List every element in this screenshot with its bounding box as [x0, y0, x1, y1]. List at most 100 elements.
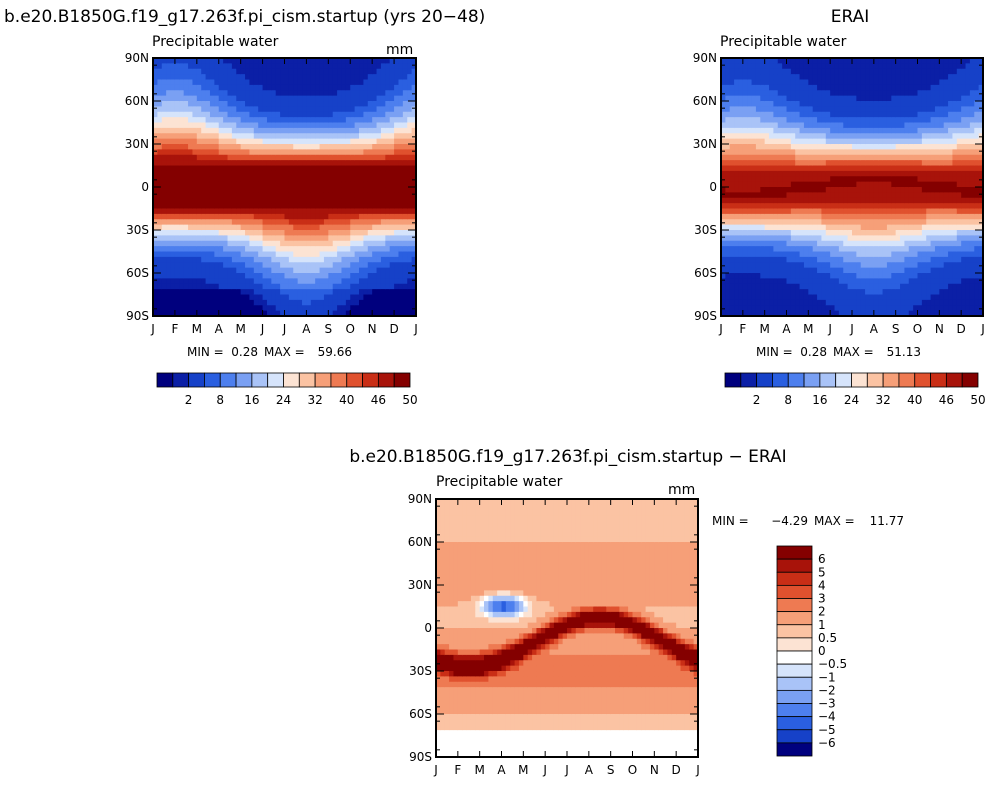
model-cell: [350, 176, 355, 182]
model-cell: [298, 219, 303, 225]
model-cell: [363, 117, 368, 123]
erai-cell: [869, 230, 874, 236]
model-cell: [363, 144, 368, 150]
model-cell: [258, 252, 263, 258]
model-cell: [271, 241, 276, 247]
erai-cell: [778, 96, 783, 102]
model-cell: [385, 69, 390, 75]
model-cell: [333, 300, 338, 306]
model-cell: [355, 235, 360, 241]
erai-cell: [861, 225, 866, 231]
erai-cell: [730, 214, 735, 220]
erai-cell: [826, 139, 831, 145]
panel1-subtitle: Precipitable water: [152, 34, 279, 50]
model-cell: [206, 214, 211, 220]
model-cell: [219, 225, 224, 231]
model-cell: [179, 139, 184, 145]
model-cell: [407, 219, 412, 225]
model-cell: [403, 203, 408, 209]
model-cell: [320, 192, 325, 198]
model-cell: [381, 74, 386, 80]
model-cell: [276, 133, 281, 139]
model-cell: [333, 112, 338, 118]
model-cell: [249, 198, 254, 204]
model-cell: [188, 209, 193, 215]
model-cell: [394, 96, 399, 102]
model-cell: [285, 182, 290, 188]
erai-cell: [887, 112, 892, 118]
model-cell: [328, 171, 333, 177]
erai-cell: [791, 230, 796, 236]
model-cell: [346, 123, 351, 129]
erai-cell: [826, 106, 831, 112]
model-cell: [285, 155, 290, 161]
model-cell: [267, 300, 272, 306]
erai-cell: [900, 219, 905, 225]
erai-cell: [839, 289, 844, 295]
erai-cell: [830, 305, 835, 311]
model-cell: [184, 230, 189, 236]
model-cell: [241, 273, 246, 279]
model-cell: [280, 192, 285, 198]
erai-cell: [769, 300, 774, 306]
model-cell: [346, 176, 351, 182]
model-cell: [157, 198, 162, 204]
model-cell: [157, 112, 162, 118]
model-cell: [175, 85, 180, 91]
erai-cell: [835, 262, 840, 268]
erai-cell: [856, 246, 861, 252]
model-cell: [206, 160, 211, 166]
erai-cell: [852, 187, 857, 193]
erai-cell: [813, 278, 818, 284]
erai-cell: [874, 209, 879, 215]
model-cell: [171, 198, 176, 204]
model-cell: [157, 295, 162, 301]
model-cell: [280, 101, 285, 107]
model-cell: [289, 155, 294, 161]
model-cell: [341, 63, 346, 69]
model-cell: [188, 187, 193, 193]
model-cell: [363, 128, 368, 134]
erai-cell: [869, 246, 874, 252]
erai-cell: [743, 198, 748, 204]
model-cell: [293, 144, 298, 150]
erai-cell: [778, 305, 783, 311]
model-cell: [328, 241, 333, 247]
model-cell: [263, 187, 268, 193]
model-cell: [302, 74, 307, 80]
model-cell: [324, 133, 329, 139]
erai-cell: [839, 198, 844, 204]
erai-cell: [795, 96, 800, 102]
erai-cell: [896, 289, 901, 295]
model-cell: [403, 241, 408, 247]
model-cell: [333, 209, 338, 215]
model-cell: [184, 149, 189, 155]
erai-cell: [734, 117, 739, 123]
erai-cell: [852, 300, 857, 306]
erai-cell: [883, 203, 888, 209]
erai-cell: [813, 112, 818, 118]
model-cell: [315, 262, 320, 268]
model-cell: [311, 219, 316, 225]
erai-cell: [752, 63, 757, 69]
y-tick-label: 0: [141, 180, 149, 194]
erai-cell: [743, 187, 748, 193]
model-cell: [385, 182, 390, 188]
model-cell: [280, 96, 285, 102]
model-cell: [293, 225, 298, 231]
model-cell: [236, 90, 241, 96]
erai-cell: [869, 166, 874, 172]
erai-cell: [725, 198, 730, 204]
model-cell: [188, 268, 193, 274]
erai-cell: [865, 155, 870, 161]
model-cell: [192, 300, 197, 306]
model-cell: [350, 106, 355, 112]
erai-cell: [813, 101, 818, 107]
model-cell: [254, 262, 259, 268]
erai-cell: [782, 171, 787, 177]
model-cell: [254, 90, 259, 96]
model-cell: [368, 123, 373, 129]
erai-cell: [861, 214, 866, 220]
erai-cell: [800, 69, 805, 75]
model-cell: [201, 176, 206, 182]
